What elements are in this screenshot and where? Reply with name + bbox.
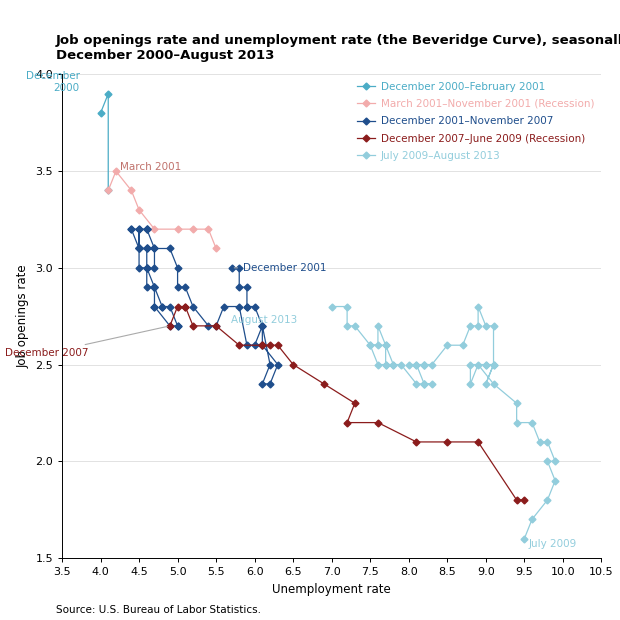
- Text: March 2001: March 2001: [120, 162, 181, 172]
- Text: December
2000: December 2000: [25, 71, 80, 93]
- Text: July 2009: July 2009: [528, 539, 577, 549]
- Text: August 2013: August 2013: [231, 315, 297, 325]
- Y-axis label: Job openings rate: Job openings rate: [17, 264, 30, 368]
- Text: Job openings rate and unemployment rate (the Beveridge Curve), seasonally adjust: Job openings rate and unemployment rate …: [56, 34, 620, 62]
- Legend: December 2000–February 2001, March 2001–November 2001 (Recession), December 2001: December 2000–February 2001, March 2001–…: [355, 79, 596, 163]
- Text: December 2001: December 2001: [234, 263, 327, 273]
- Text: Source: U.S. Bureau of Labor Statistics.: Source: U.S. Bureau of Labor Statistics.: [56, 604, 261, 614]
- X-axis label: Unemployment rate: Unemployment rate: [272, 583, 391, 596]
- Text: December 2007: December 2007: [6, 327, 167, 358]
